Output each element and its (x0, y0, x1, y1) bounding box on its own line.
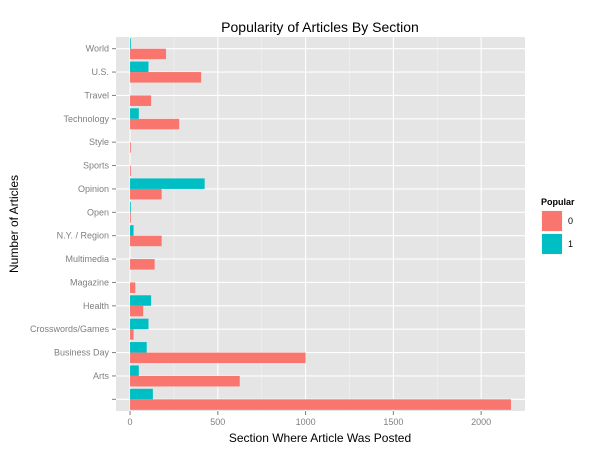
y-tick-label: Arts (93, 371, 110, 381)
y-tick-label: Crosswords/Games (30, 324, 110, 334)
bar-series-0 (130, 259, 155, 270)
y-tick-label: Multimedia (65, 254, 109, 264)
bar-series-0 (130, 165, 131, 177)
bar-series-0 (130, 329, 134, 340)
bar-series-0 (130, 212, 131, 223)
legend-items: 01 (540, 209, 573, 256)
bar-series-0 (130, 118, 180, 130)
legend-swatch-0 (542, 211, 562, 231)
y-tick-label: Magazine (70, 277, 109, 287)
legend-label-1: 1 (568, 239, 573, 249)
bar-series-0 (130, 188, 162, 200)
y-tick-label: Style (89, 137, 109, 147)
x-tick-label: 1000 (296, 417, 316, 427)
bar-series-1 (130, 388, 153, 400)
y-tick-label: Open (87, 207, 109, 217)
bar-series-1 (130, 225, 134, 236)
x-axis-title: Section Where Article Was Posted (229, 431, 411, 445)
chart-title: Popularity of Articles By Section (221, 19, 419, 35)
x-tick-label: 0 (128, 417, 133, 427)
bar-series-1 (130, 295, 152, 306)
legend-swatch-1 (542, 234, 562, 254)
bars-layer (130, 38, 511, 410)
y-tick-label: U.S. (91, 67, 109, 77)
y-tick-label: N.Y. / Region (57, 231, 109, 241)
bar-series-1 (130, 108, 139, 119)
bar-series-0 (130, 305, 144, 317)
legend-title: Popular (541, 197, 575, 207)
y-tick-label: World (86, 44, 109, 54)
x-tick-label: 500 (210, 417, 225, 427)
bar-series-0 (130, 48, 167, 60)
legend-label-0: 0 (568, 216, 573, 226)
legend: Popular 01 (540, 197, 575, 256)
y-axis-ticks: Arts Business Day Crosswords/Games Health Ma… (30, 44, 116, 400)
bar-series-0 (130, 72, 202, 83)
plot-panel (116, 37, 525, 411)
bar-series-1 (130, 38, 131, 49)
y-tick-label: Health (83, 301, 109, 311)
bar-series-0 (130, 235, 162, 247)
bar-series-1 (130, 178, 205, 189)
bar-series-1 (130, 342, 147, 353)
bar-series-0 (130, 282, 136, 293)
y-tick-label: Technology (63, 114, 109, 124)
bar-series-1 (130, 201, 131, 213)
bar-series-1 (130, 61, 149, 73)
bar-series-0 (130, 399, 511, 410)
y-tick-label: Travel (84, 90, 109, 100)
x-tick-label: 2000 (471, 417, 491, 427)
y-tick-label: Opinion (78, 184, 109, 194)
bar-series-0 (130, 375, 240, 387)
x-axis-ticks: 0 500 1000 1500 2000 (128, 411, 491, 427)
bar-series-1 (130, 318, 149, 330)
bar-series-1 (130, 365, 139, 376)
y-tick-label: Business Day (54, 348, 110, 358)
x-tick-label: 1500 (383, 417, 403, 427)
bar-series-0 (130, 142, 131, 153)
bar-series-0 (130, 95, 152, 106)
bar-series-0 (130, 352, 306, 364)
y-axis-title: Number of Articles (7, 175, 21, 273)
y-tick-label: Sports (83, 161, 110, 171)
